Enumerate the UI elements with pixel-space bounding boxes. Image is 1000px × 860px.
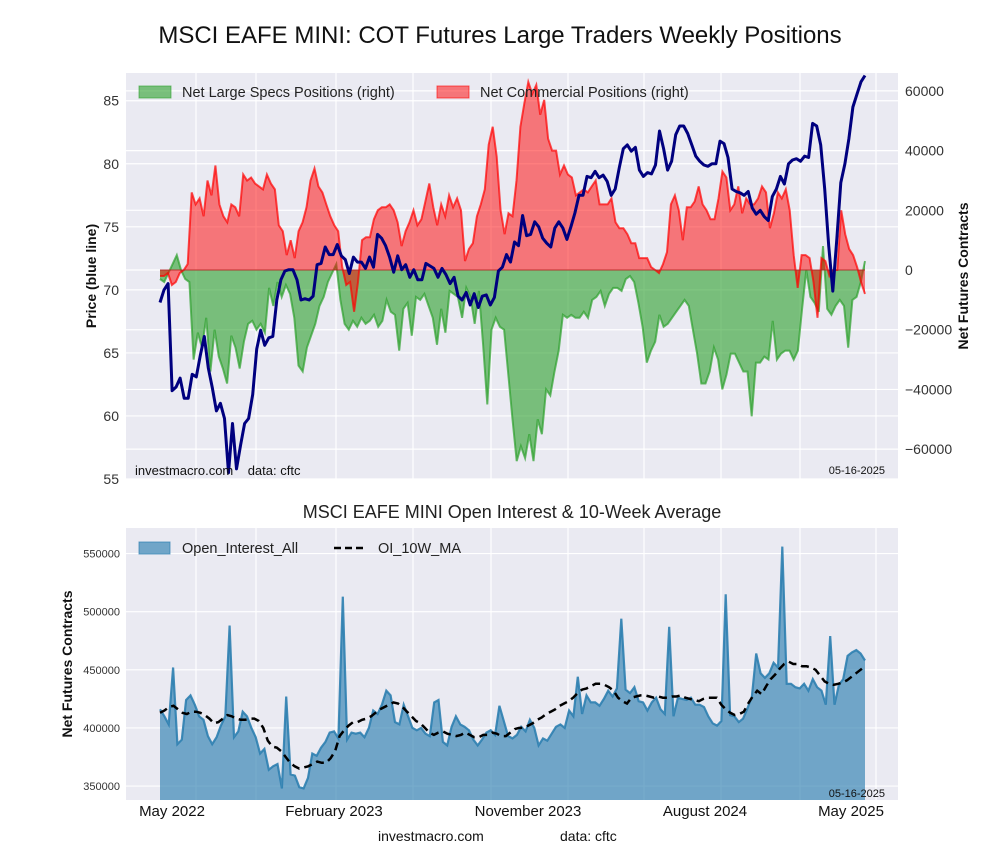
legend-label-commercial: Net Commercial Positions (right) bbox=[480, 85, 689, 101]
legend-label-moving-average: OI_10W_MA bbox=[378, 541, 461, 557]
legend-label-specs: Net Large Specs Positions (right) bbox=[182, 85, 395, 101]
open-interest-axis-ticks: 350000 400000 450000 500000 550000 bbox=[83, 549, 120, 793]
open-interest-tick-label: 350000 bbox=[83, 781, 120, 793]
price-tick-label: 60 bbox=[103, 408, 119, 424]
date-tick-label: May 2022 bbox=[139, 803, 205, 820]
net-positions-tick-label: −60000 bbox=[905, 441, 952, 457]
charts-canvas: 55 60 65 70 75 80 85 −60000 −40000 −20000 0 20000 4… bbox=[0, 0, 1000, 860]
net-positions-axis-label: Net Futures Contracts bbox=[955, 202, 971, 349]
open-interest-axis-label: Net Futures Contracts bbox=[59, 590, 75, 737]
net-positions-tick-label: 40000 bbox=[905, 143, 944, 159]
bottom-date-annotation: 05-16-2025 bbox=[829, 788, 885, 800]
date-tick-label: February 2023 bbox=[285, 803, 383, 820]
legend-swatch-open-interest bbox=[139, 542, 170, 554]
open-interest-chart: 350000 400000 450000 500000 550000 May 2022 F… bbox=[59, 528, 898, 820]
top-date-annotation: 05-16-2025 bbox=[829, 465, 885, 477]
price-tick-label: 65 bbox=[103, 345, 119, 361]
open-interest-tick-label: 500000 bbox=[83, 607, 120, 619]
net-positions-tick-label: 0 bbox=[905, 262, 913, 278]
price-tick-label: 80 bbox=[103, 156, 119, 172]
net-positions-tick-label: 20000 bbox=[905, 202, 944, 218]
net-positions-axis-ticks: −60000 −40000 −20000 0 20000 40000 60000 bbox=[905, 83, 952, 457]
price-axis-ticks: 55 60 65 70 75 80 85 bbox=[103, 93, 119, 487]
legend-swatch-commercial bbox=[437, 86, 469, 98]
price-tick-label: 85 bbox=[103, 93, 119, 109]
net-positions-tick-label: −40000 bbox=[905, 381, 952, 397]
open-interest-tick-label: 400000 bbox=[83, 723, 120, 735]
date-tick-label: August 2024 bbox=[663, 803, 747, 820]
price-tick-label: 70 bbox=[103, 282, 119, 298]
footer-site: investmacro.com bbox=[378, 828, 484, 844]
open-interest-tick-label: 550000 bbox=[83, 549, 120, 561]
legend-swatch-specs bbox=[139, 86, 171, 98]
date-tick-label: November 2023 bbox=[475, 803, 582, 820]
price-tick-label: 55 bbox=[103, 471, 119, 487]
open-interest-tick-label: 450000 bbox=[83, 665, 120, 677]
footer-data-source: data: cftc bbox=[560, 828, 617, 844]
legend-label-open-interest: Open_Interest_All bbox=[182, 541, 298, 557]
price-tick-label: 75 bbox=[103, 219, 119, 235]
price-axis-label: Price (blue line) bbox=[83, 224, 99, 328]
positions-chart: 55 60 65 70 75 80 85 −60000 −40000 −20000 0 20000 4… bbox=[83, 73, 971, 487]
net-positions-tick-label: −20000 bbox=[905, 322, 952, 338]
net-positions-tick-label: 60000 bbox=[905, 83, 944, 99]
top-source-annotation: investmacro.com data: cftc bbox=[135, 463, 301, 478]
date-tick-label: May 2025 bbox=[818, 803, 884, 820]
date-axis-ticks: May 2022 February 2023 November 2023 August… bbox=[139, 803, 884, 820]
